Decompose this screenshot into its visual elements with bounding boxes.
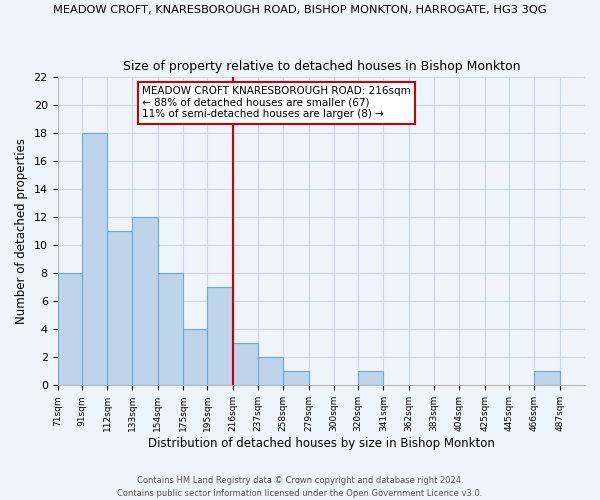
Text: MEADOW CROFT, KNARESBOROUGH ROAD, BISHOP MONKTON, HARROGATE, HG3 3QG: MEADOW CROFT, KNARESBOROUGH ROAD, BISHOP… <box>53 5 547 15</box>
Bar <box>133 217 158 386</box>
Bar <box>207 287 233 386</box>
Bar <box>258 358 283 386</box>
Text: Contains HM Land Registry data © Crown copyright and database right 2024.
Contai: Contains HM Land Registry data © Crown c… <box>118 476 482 498</box>
Title: Size of property relative to detached houses in Bishop Monkton: Size of property relative to detached ho… <box>122 60 520 73</box>
Bar <box>82 133 107 386</box>
Bar <box>283 372 308 386</box>
Bar <box>233 344 258 386</box>
Bar <box>107 231 133 386</box>
Bar <box>158 273 183 386</box>
X-axis label: Distribution of detached houses by size in Bishop Monkton: Distribution of detached houses by size … <box>148 437 495 450</box>
Y-axis label: Number of detached properties: Number of detached properties <box>15 138 28 324</box>
Bar <box>535 372 560 386</box>
Bar <box>183 330 207 386</box>
Bar <box>358 372 383 386</box>
Bar <box>58 273 82 386</box>
Text: MEADOW CROFT KNARESBOROUGH ROAD: 216sqm
← 88% of detached houses are smaller (67: MEADOW CROFT KNARESBOROUGH ROAD: 216sqm … <box>142 86 410 120</box>
